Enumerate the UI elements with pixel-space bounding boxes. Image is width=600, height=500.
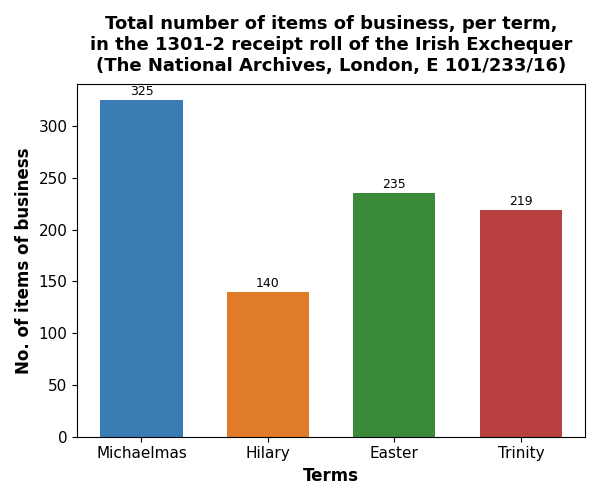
Text: 219: 219 xyxy=(509,195,533,208)
Text: 140: 140 xyxy=(256,276,280,289)
Title: Total number of items of business, per term,
in the 1301-2 receipt roll of the I: Total number of items of business, per t… xyxy=(90,15,572,74)
Bar xyxy=(100,100,182,436)
Text: 235: 235 xyxy=(382,178,406,191)
X-axis label: Terms: Terms xyxy=(303,467,359,485)
Bar xyxy=(227,292,309,436)
Bar xyxy=(353,194,436,436)
Y-axis label: No. of items of business: No. of items of business xyxy=(15,148,33,374)
Text: 325: 325 xyxy=(130,85,154,98)
Bar xyxy=(480,210,562,436)
